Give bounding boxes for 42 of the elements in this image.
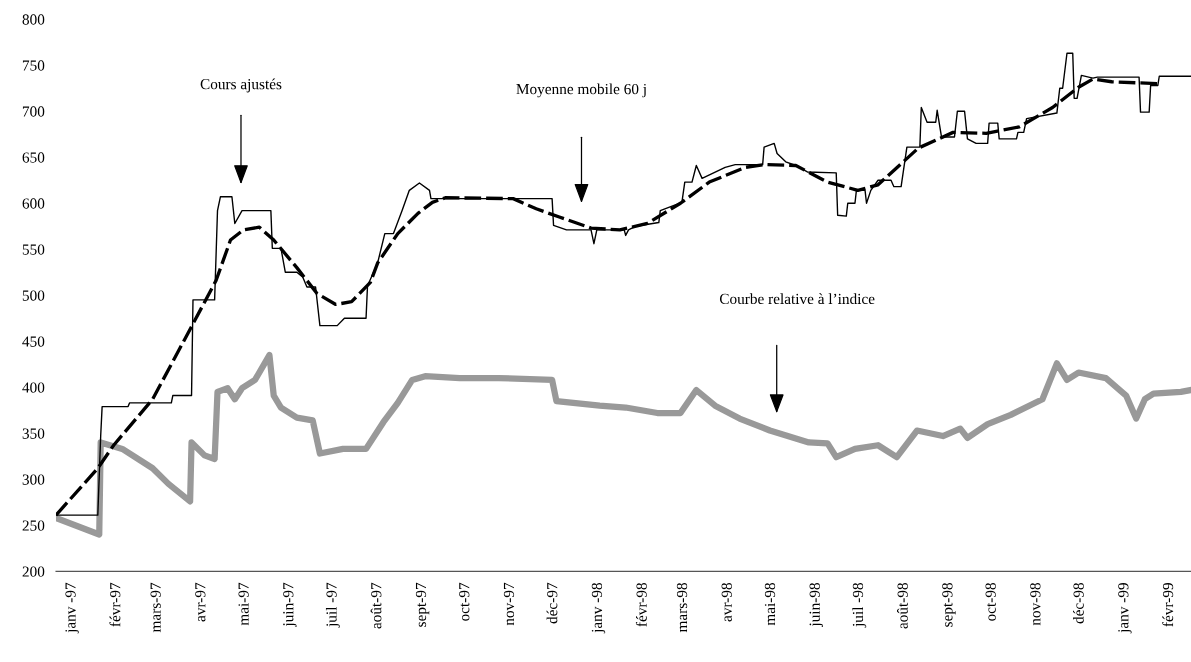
x-tick-label: juil -98: [852, 583, 867, 628]
x-tick-label: oct-97: [459, 582, 470, 621]
x-tick-label: mars-98: [676, 583, 688, 633]
x-tick-label: févr-97: [109, 582, 121, 627]
y-tick-label: 450: [22, 336, 45, 347]
x-tick-label: déc-98: [1073, 583, 1084, 624]
y-tick-label: 600: [22, 198, 45, 209]
x-tick-label: nov-97: [503, 582, 515, 626]
x-tick-label: févr-98: [635, 583, 647, 627]
x-tick-label: janv -97: [65, 582, 79, 634]
x-tick-label: déc-97: [546, 582, 558, 624]
x-tick-label: févr-99: [1162, 583, 1174, 627]
annotation: Moyenne mobile 60 j: [516, 83, 646, 98]
y-tick-label: 400: [22, 382, 45, 393]
y-tick-label: 250: [22, 520, 45, 531]
x-tick-label: août-98: [897, 583, 908, 629]
y-tick-label: 750: [22, 60, 45, 71]
y-tick-label: 800: [22, 14, 45, 25]
x-tick-label: janv -98: [591, 583, 606, 634]
x-tick-label: oct-98: [985, 583, 996, 621]
x-tick-label: août-97: [370, 582, 382, 629]
x-tick-label: sept-97: [415, 582, 430, 627]
x-tick-label: mai-98: [764, 583, 776, 626]
x-tick-label: janv -99: [1118, 583, 1132, 634]
annotation: Cours ajustés: [200, 78, 282, 93]
x-tick-label: juil -97: [325, 582, 340, 628]
x-tick-label: mai-97: [238, 582, 249, 626]
y-tick-label: 500: [22, 290, 45, 301]
y-tick-label: 200: [22, 566, 45, 577]
x-tick-label: nov-98: [1030, 583, 1041, 626]
x-tick-label: sept-98: [942, 583, 956, 627]
x-tick-label: avr-97: [195, 582, 206, 622]
x-tick-label: juin-97: [283, 582, 297, 627]
x-tick-label: avr-98: [721, 583, 732, 622]
y-tick-label: 650: [22, 152, 45, 163]
x-tick-label: juin-98: [809, 583, 823, 627]
y-tick-label: 700: [22, 106, 45, 117]
y-tick-label: 350: [22, 428, 45, 439]
x-tick-label: mars-97: [150, 582, 161, 633]
annotation: Courbe relative à l’indice: [719, 293, 875, 305]
y-tick-label: 550: [22, 244, 45, 255]
y-tick-label: 300: [22, 474, 45, 485]
